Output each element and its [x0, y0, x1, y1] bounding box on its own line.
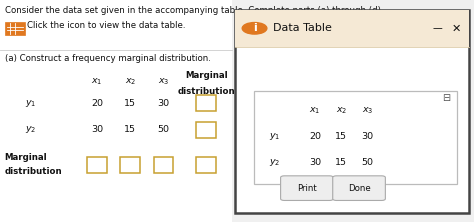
FancyBboxPatch shape — [281, 176, 333, 200]
Text: 50: 50 — [157, 125, 170, 134]
Text: $x_2$: $x_2$ — [336, 106, 347, 116]
Text: $x_1$: $x_1$ — [310, 106, 321, 116]
FancyBboxPatch shape — [196, 157, 216, 173]
Text: Click the icon to view the data table.: Click the icon to view the data table. — [27, 22, 186, 30]
Text: 20: 20 — [309, 132, 321, 141]
FancyBboxPatch shape — [254, 91, 457, 184]
Text: —: — — [432, 23, 442, 33]
Text: $x_2$: $x_2$ — [125, 77, 136, 87]
Text: i: i — [253, 23, 256, 33]
Text: $y_1$: $y_1$ — [25, 98, 36, 109]
FancyBboxPatch shape — [0, 0, 232, 222]
FancyBboxPatch shape — [333, 176, 385, 200]
Text: $x_3$: $x_3$ — [158, 77, 169, 87]
Text: Marginal: Marginal — [185, 71, 228, 80]
Text: 15: 15 — [124, 99, 137, 108]
Text: Consider the data set given in the accompanying table. Complete parts (a) throug: Consider the data set given in the accom… — [5, 6, 383, 15]
Text: ✕: ✕ — [451, 23, 461, 33]
Text: 30: 30 — [309, 158, 321, 166]
FancyBboxPatch shape — [154, 157, 173, 173]
Text: $y_2$: $y_2$ — [269, 157, 281, 168]
FancyBboxPatch shape — [196, 95, 216, 111]
Text: 30: 30 — [361, 132, 374, 141]
Text: 15: 15 — [335, 132, 347, 141]
Text: $x_1$: $x_1$ — [91, 77, 103, 87]
Text: $y_2$: $y_2$ — [25, 124, 36, 135]
Text: distribution: distribution — [177, 87, 235, 96]
Text: 20: 20 — [91, 99, 103, 108]
Text: ⊟: ⊟ — [442, 93, 450, 103]
Text: 15: 15 — [124, 125, 137, 134]
FancyBboxPatch shape — [235, 10, 469, 213]
Text: 30: 30 — [157, 99, 170, 108]
FancyBboxPatch shape — [120, 157, 140, 173]
FancyBboxPatch shape — [5, 22, 25, 35]
Text: (a) Construct a frequency marginal distribution.: (a) Construct a frequency marginal distr… — [5, 54, 210, 63]
FancyBboxPatch shape — [235, 10, 469, 47]
Text: $y_1$: $y_1$ — [269, 131, 281, 142]
FancyBboxPatch shape — [196, 122, 216, 138]
Text: Data Table: Data Table — [273, 23, 332, 33]
Text: Marginal: Marginal — [5, 153, 47, 162]
Text: $x_3$: $x_3$ — [362, 106, 373, 116]
FancyBboxPatch shape — [87, 157, 107, 173]
Text: Done: Done — [348, 184, 370, 193]
Text: Print: Print — [297, 184, 317, 193]
Text: 15: 15 — [335, 158, 347, 166]
Text: 50: 50 — [361, 158, 374, 166]
Text: distribution: distribution — [5, 166, 63, 176]
Circle shape — [242, 22, 267, 34]
Text: 30: 30 — [91, 125, 103, 134]
